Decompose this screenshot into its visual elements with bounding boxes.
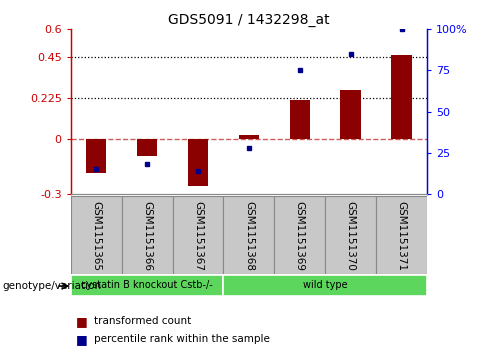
Text: GSM1151369: GSM1151369 (295, 201, 305, 272)
Text: ■: ■ (76, 315, 87, 328)
Bar (173, 196, 224, 274)
Bar (289, 100, 310, 139)
Bar (137, 139, 157, 156)
Bar (224, 275, 427, 296)
Text: GSM1151365: GSM1151365 (91, 201, 101, 272)
Bar (391, 55, 412, 139)
Bar (224, 196, 274, 274)
Title: GDS5091 / 1432298_at: GDS5091 / 1432298_at (168, 13, 330, 26)
Bar (376, 196, 427, 274)
Text: cystatin B knockout Cstb-/-: cystatin B knockout Cstb-/- (81, 280, 213, 290)
Bar (86, 139, 106, 173)
Bar (341, 90, 361, 139)
Text: wild type: wild type (303, 280, 347, 290)
Text: GSM1151367: GSM1151367 (193, 201, 203, 272)
Text: ■: ■ (76, 333, 87, 346)
Bar (71, 275, 224, 296)
Text: percentile rank within the sample: percentile rank within the sample (94, 334, 270, 344)
Bar (274, 196, 325, 274)
Bar (122, 196, 173, 274)
Text: GSM1151366: GSM1151366 (142, 201, 152, 272)
Bar (239, 135, 259, 139)
Text: GSM1151370: GSM1151370 (346, 201, 356, 272)
Bar (71, 196, 122, 274)
Text: transformed count: transformed count (94, 316, 191, 326)
Text: GSM1151368: GSM1151368 (244, 201, 254, 272)
Text: genotype/variation: genotype/variation (2, 281, 102, 291)
Bar (325, 196, 376, 274)
Bar (188, 139, 208, 186)
Text: GSM1151371: GSM1151371 (397, 201, 407, 272)
